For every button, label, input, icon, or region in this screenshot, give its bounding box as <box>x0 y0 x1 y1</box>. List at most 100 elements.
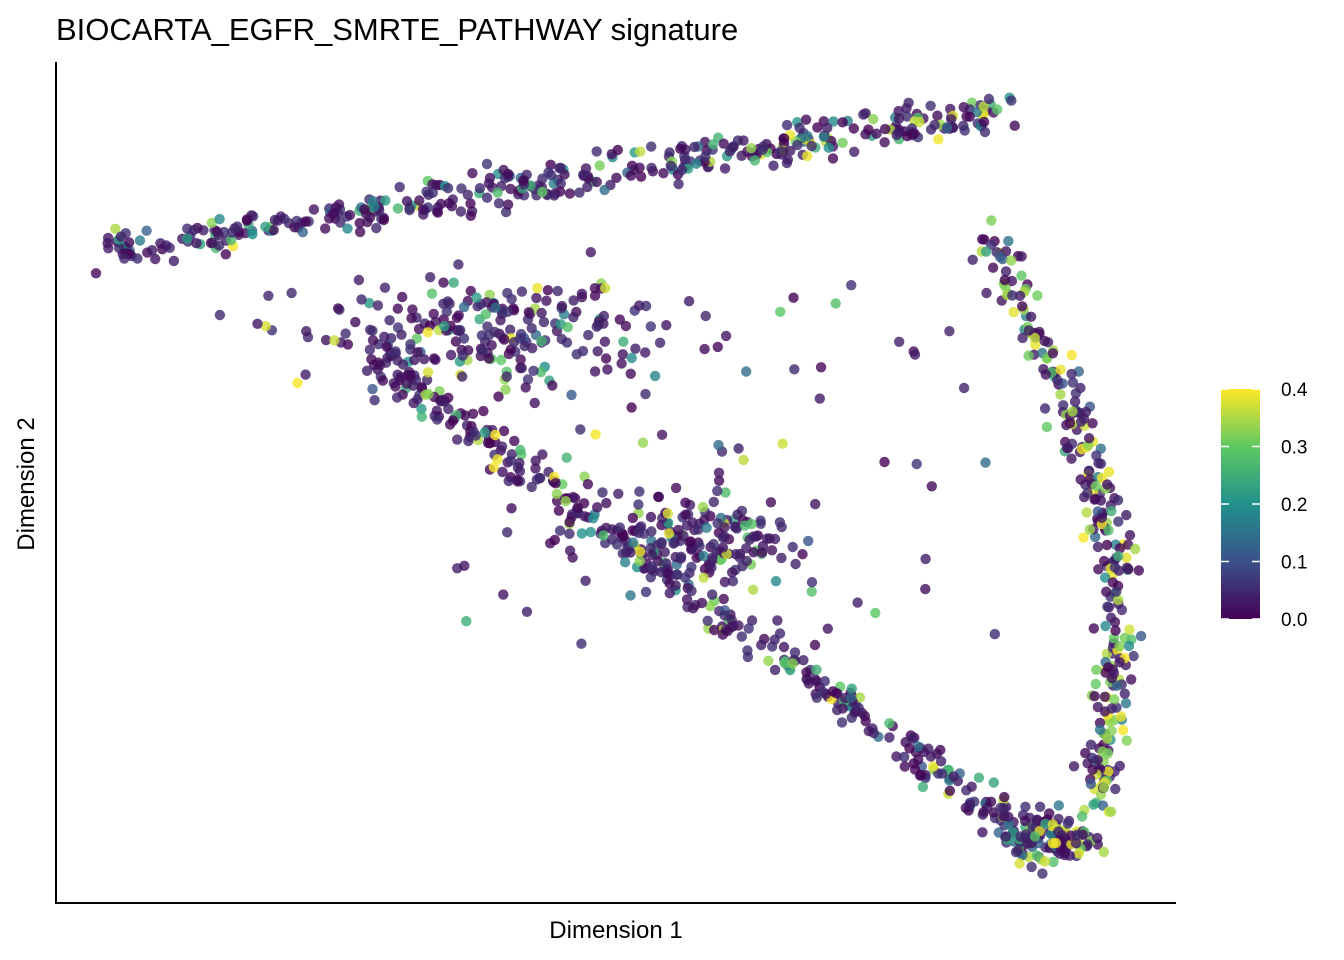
scatter-point <box>625 547 636 558</box>
scatter-point <box>1109 694 1120 705</box>
scatter-point <box>853 702 864 713</box>
scatter-point <box>767 641 778 652</box>
scatter-point <box>441 306 452 317</box>
scatter-point <box>591 176 602 188</box>
scatter-point <box>418 354 430 365</box>
scatter-point <box>1092 541 1104 553</box>
scatter-point <box>1105 612 1117 623</box>
scatter-point <box>729 521 740 532</box>
scatter-point <box>987 262 999 273</box>
scatter-point <box>988 777 999 788</box>
scatter-point <box>637 437 649 448</box>
scatter-point <box>380 195 391 206</box>
scatter-point <box>428 308 439 320</box>
scatter-point <box>618 336 629 347</box>
scatter-point <box>713 467 725 478</box>
scatter-point <box>790 558 801 570</box>
scatter-point <box>446 201 458 212</box>
scatter-point <box>90 268 102 279</box>
scatter-point <box>902 130 913 142</box>
scatter-point <box>554 163 565 174</box>
scatter-point <box>438 277 449 288</box>
scatter-point <box>571 349 582 360</box>
scatter-point <box>689 141 700 153</box>
scatter-point <box>506 503 517 514</box>
scatter-point <box>448 277 459 288</box>
scatter-point <box>335 217 346 228</box>
scatter-point <box>879 137 890 148</box>
scatter-point <box>556 333 567 345</box>
scatter-point <box>499 334 510 345</box>
scatter-point <box>505 183 516 195</box>
scatter-point <box>381 341 392 352</box>
scatter-point <box>495 315 506 326</box>
scatter-point <box>653 491 664 502</box>
scatter-point <box>852 597 863 608</box>
scatter-point <box>406 313 417 324</box>
scatter-point <box>929 119 940 131</box>
scatter-point <box>188 224 200 236</box>
scatter-point <box>589 283 601 294</box>
scatter-point <box>456 183 467 194</box>
scatter-point <box>1058 400 1069 411</box>
scatter-point <box>588 513 599 524</box>
scatter-point <box>392 322 404 333</box>
scatter-point <box>920 583 931 595</box>
scatter-point <box>870 607 881 619</box>
scatter-point <box>868 113 879 125</box>
scatter-point <box>789 647 801 658</box>
scatter-point <box>720 487 731 498</box>
scatter-point <box>985 796 997 807</box>
scatter-point <box>528 365 539 376</box>
scatter-point <box>1092 832 1103 844</box>
scatter-point <box>787 541 798 553</box>
scatter-point <box>574 187 585 198</box>
scatter-point <box>1124 624 1135 635</box>
scatter-point <box>225 234 237 246</box>
scatter-point <box>430 354 441 365</box>
scatter-point <box>115 231 127 242</box>
scatter-point <box>1103 466 1115 477</box>
scatter-point <box>332 303 344 314</box>
scatter-point <box>580 575 591 586</box>
scatter-point <box>1073 848 1085 859</box>
scatter-point <box>727 576 739 587</box>
scatter-point <box>1094 724 1106 735</box>
scatter-point <box>350 316 361 328</box>
scatter-point <box>901 111 913 122</box>
scatter-point <box>585 247 596 258</box>
scatter-point <box>891 751 902 762</box>
colorbar-tick-label: 0.1 <box>1281 553 1307 574</box>
scatter-point <box>1126 674 1137 685</box>
scatter-point <box>904 743 915 754</box>
scatter-point <box>549 190 560 201</box>
scatter-point <box>422 327 434 338</box>
scatter-point <box>802 131 813 142</box>
scatter-point <box>800 114 812 125</box>
scatter-point <box>297 227 308 238</box>
scatter-point <box>530 455 541 466</box>
scatter-point <box>482 321 493 332</box>
scatter-point <box>998 803 1009 814</box>
scatter-point <box>871 128 882 139</box>
scatter-point <box>627 512 638 524</box>
scatter-point <box>1088 623 1100 634</box>
scatter-point <box>1113 594 1124 605</box>
scatter-point <box>426 288 438 299</box>
scatter-point <box>999 791 1010 803</box>
scatter-point <box>414 195 425 206</box>
scatter-point <box>746 615 758 626</box>
scatter-point <box>423 388 434 400</box>
scatter-point <box>1070 837 1082 849</box>
scatter-point <box>802 150 813 162</box>
scatter-point <box>541 295 552 306</box>
scatter-point <box>1075 474 1086 485</box>
scatter-point <box>627 537 639 548</box>
scatter-point <box>742 651 754 663</box>
scatter-point <box>340 328 351 339</box>
scatter-point <box>1085 778 1097 790</box>
scatter-point <box>589 290 601 301</box>
scatter-point <box>920 553 931 565</box>
scatter-point <box>300 369 311 380</box>
scatter-point <box>696 597 708 609</box>
